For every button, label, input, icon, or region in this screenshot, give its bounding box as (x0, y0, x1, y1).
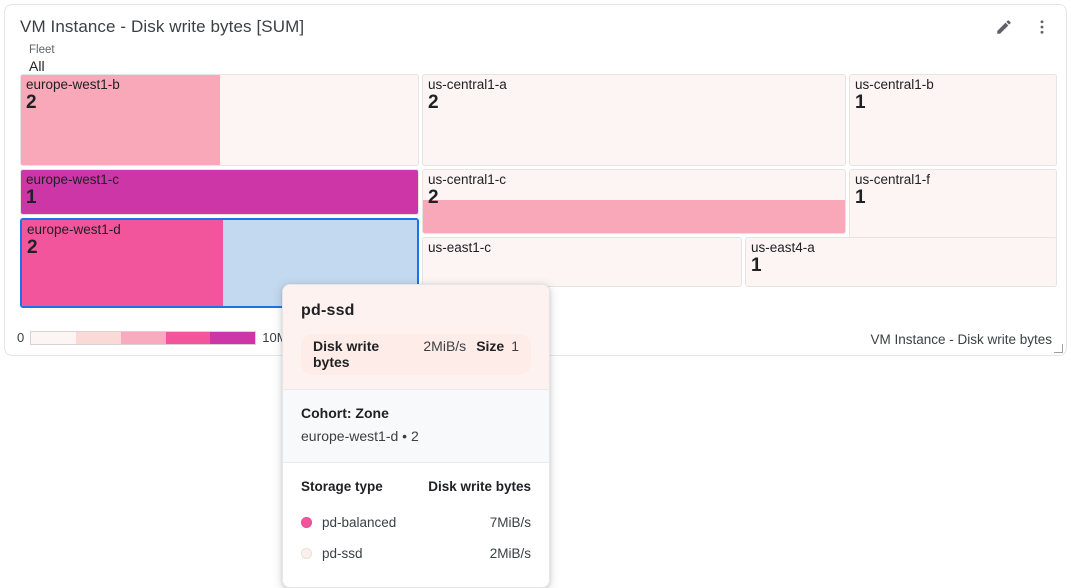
color-scale-legend: 0 10M (17, 330, 288, 346)
treemap-segment[interactable] (22, 220, 224, 306)
treemap-cell-value: 1 (26, 187, 37, 208)
treemap-cell-label: europe-west1-b (26, 77, 120, 92)
treemap-cell-us-central1-a[interactable]: us-central1-a 2 (422, 74, 846, 166)
color-scale-band-2 (120, 332, 166, 344)
disk-write-bytes-cell: 2MiB/s (489, 546, 531, 561)
treemap-cell-value: 2 (27, 237, 38, 258)
color-scale-band-4 (210, 332, 256, 344)
treemap-cell-label: us-east4-a (751, 240, 815, 255)
tooltip-table-body: pd-balanced 7MiB/s pd-ssd 2MiB/s (301, 507, 531, 569)
tooltip-header: pd-ssd Disk write bytes 2MiB/s Size 1 (283, 285, 549, 389)
more-vert-icon[interactable] (1030, 15, 1054, 39)
footer-caption: VM Instance - Disk write bytes (870, 332, 1052, 347)
storage-type-label: pd-ssd (322, 546, 363, 561)
tooltip-table: Storage type Disk write bytes pd-balance… (301, 479, 531, 569)
treemap-segment[interactable] (423, 199, 845, 233)
tooltip-size-value: 1 (511, 338, 519, 354)
tooltip-cohort-section: Cohort: Zone europe-west1-d • 2 (283, 389, 549, 462)
treemap-cell-value: 1 (751, 255, 762, 276)
treemap-cell-label: us-central1-b (855, 77, 934, 92)
treemap-segment[interactable] (850, 75, 1056, 165)
treemap-cell-label: us-central1-a (428, 77, 507, 92)
breadcrumb[interactable]: Fleet All (29, 43, 55, 75)
tooltip-metric-label: Disk write bytes (313, 338, 380, 370)
treemap-cell-us-central1-c[interactable]: us-central1-c 2 (422, 169, 846, 234)
tooltip-metric-badge: Disk write bytes 2MiB/s Size 1 (301, 334, 531, 375)
widget-header: VM Instance - Disk write bytes [SUM] (5, 5, 1066, 49)
treemap-cell-label: europe-west1-c (26, 172, 120, 187)
pencil-icon[interactable] (992, 15, 1016, 39)
treemap-segment[interactable] (423, 170, 845, 200)
column-header-storage-type: Storage type (301, 479, 383, 494)
treemap-cell-us-east1-c[interactable]: us-east1-c (422, 237, 742, 287)
treemap-cell-europe-west1-b[interactable]: europe-west1-b 2 (20, 74, 419, 166)
treemap-cell-label: us-east1-c (428, 240, 492, 255)
breadcrumb-label: Fleet (29, 44, 55, 56)
column-header-disk-write-bytes: Disk write bytes (428, 479, 531, 494)
breadcrumb-value: All (29, 58, 45, 74)
header-actions (992, 15, 1054, 39)
treemap-cell-value: 1 (855, 92, 866, 113)
color-scale-band-0 (31, 332, 77, 344)
tooltip-title: pd-ssd (301, 302, 355, 319)
treemap-cell-value: 2 (26, 92, 37, 113)
treemap-cell-europe-west1-c[interactable]: europe-west1-c 1 (20, 169, 419, 215)
treemap-segment[interactable] (423, 75, 845, 165)
storage-type-cell: pd-ssd (301, 538, 412, 569)
treemap-segment[interactable] (219, 75, 418, 165)
table-row: pd-ssd 2MiB/s (301, 538, 531, 569)
tooltip-metric-value: 2MiB/s (423, 338, 467, 354)
table-row: pd-balanced 7MiB/s (301, 507, 531, 538)
color-scale-band-3 (165, 332, 211, 344)
tooltip-table-section: Storage type Disk write bytes pd-balance… (283, 462, 549, 587)
tooltip-cohort-value: europe-west1-d • 2 (301, 428, 419, 444)
tooltip: pd-ssd Disk write bytes 2MiB/s Size 1 Co… (282, 284, 550, 588)
treemap-cell-value: 2 (428, 92, 439, 113)
color-scale-band-1 (76, 332, 121, 344)
treemap-segment[interactable] (21, 170, 418, 214)
color-scale-min: 0 (17, 330, 25, 345)
treemap-cell-value: 1 (855, 187, 866, 208)
tooltip-cohort-label: Cohort: Zone (301, 405, 389, 421)
resize-handle[interactable] (1054, 344, 1063, 353)
treemap-segment[interactable] (21, 75, 220, 165)
treemap-widget: VM Instance - Disk write bytes [SUM] Fle… (4, 4, 1067, 588)
color-scale-max: 10M (262, 330, 288, 345)
storage-type-cell: pd-balanced (301, 507, 412, 538)
page-title: VM Instance - Disk write bytes [SUM] (20, 17, 305, 36)
legend-swatch-icon (301, 548, 312, 559)
treemap-cell-label: europe-west1-d (27, 222, 121, 237)
table-header-row: Storage type Disk write bytes (301, 479, 531, 507)
treemap-segment[interactable] (423, 238, 741, 286)
treemap-cell-us-east4-a[interactable]: us-east4-a 1 (745, 237, 1057, 287)
treemap-cell-us-central1-b[interactable]: us-central1-b 1 (849, 74, 1057, 166)
treemap-cell-value: 2 (428, 187, 439, 208)
disk-write-bytes-cell: 7MiB/s (489, 515, 531, 530)
legend-swatch-icon (301, 517, 312, 528)
storage-type-label: pd-balanced (322, 515, 397, 530)
tooltip-size-label: Size (476, 338, 505, 354)
treemap-cell-label: us-central1-c (428, 172, 507, 187)
treemap-cell-label: us-central1-f (855, 172, 931, 187)
treemap-segment[interactable] (746, 238, 1056, 286)
color-scale-bar (30, 331, 257, 345)
